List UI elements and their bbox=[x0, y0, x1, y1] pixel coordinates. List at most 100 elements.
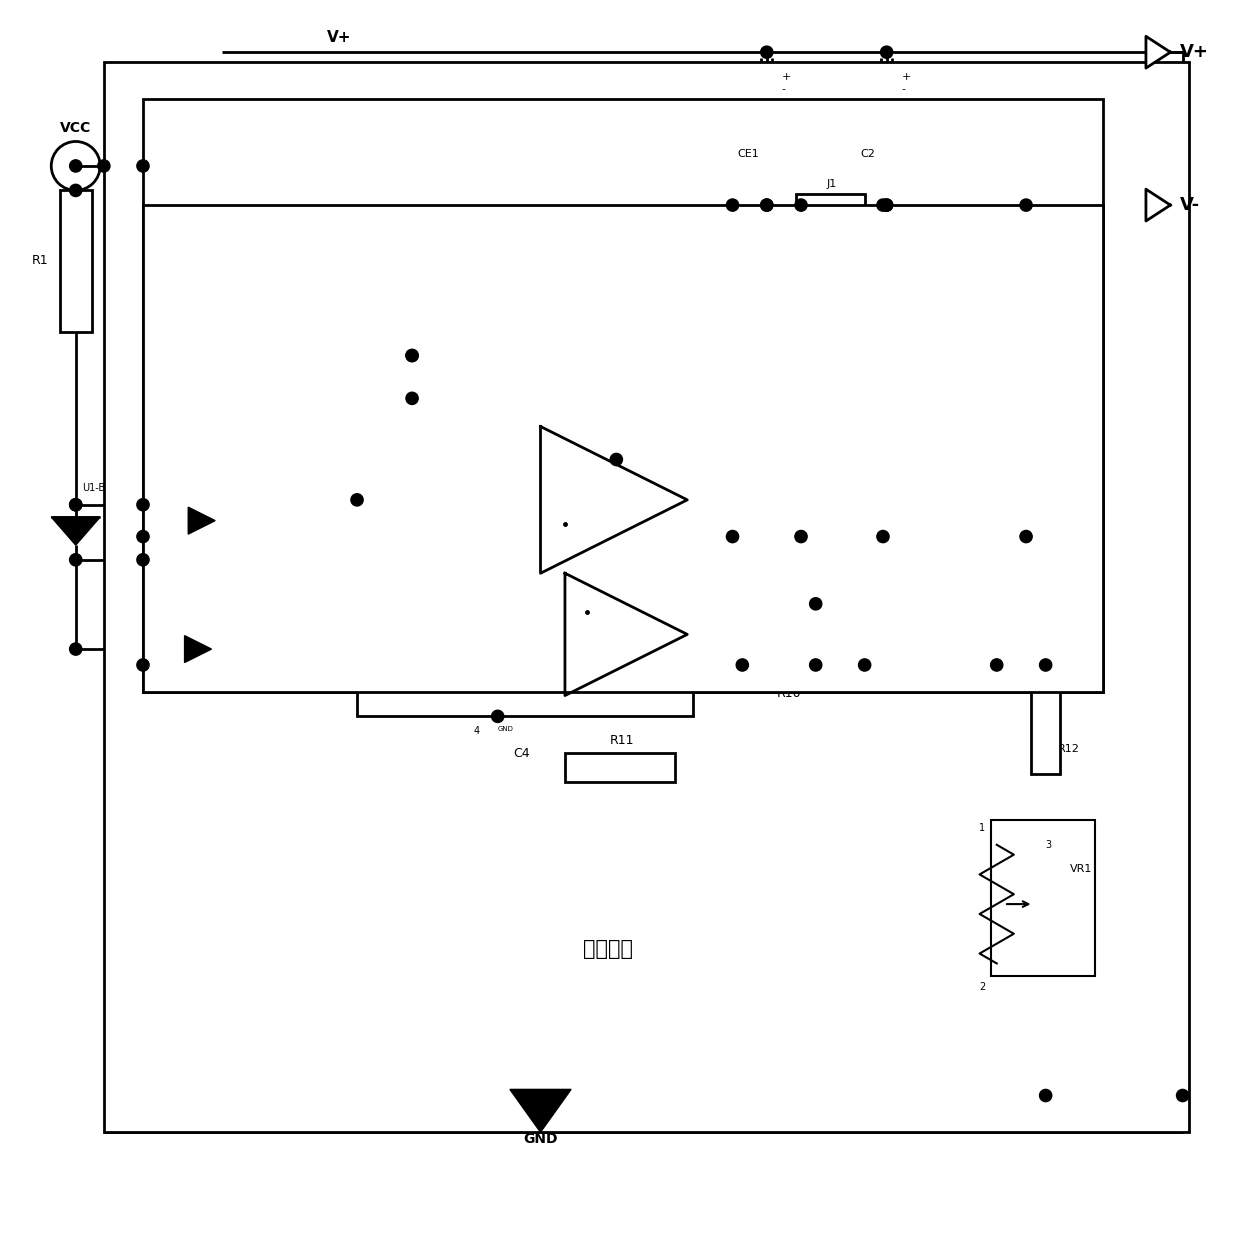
Circle shape bbox=[810, 597, 822, 610]
Text: 1: 1 bbox=[786, 281, 792, 291]
Text: R9: R9 bbox=[733, 575, 748, 585]
Bar bbox=[724, 652, 822, 678]
Text: R4: R4 bbox=[511, 320, 528, 334]
Text: -: - bbox=[569, 463, 573, 476]
Circle shape bbox=[405, 392, 418, 404]
Text: VCC: VCC bbox=[379, 377, 397, 386]
Text: C4: C4 bbox=[513, 747, 531, 760]
Circle shape bbox=[69, 499, 82, 511]
Circle shape bbox=[610, 454, 622, 465]
Circle shape bbox=[1021, 199, 1032, 212]
Circle shape bbox=[1039, 659, 1052, 672]
Text: R1: R1 bbox=[32, 255, 48, 267]
Text: +: + bbox=[781, 72, 791, 82]
Text: R5: R5 bbox=[641, 492, 657, 506]
Circle shape bbox=[69, 184, 82, 197]
Text: CE1: CE1 bbox=[738, 148, 759, 158]
Circle shape bbox=[351, 494, 363, 506]
Bar bbox=[703, 590, 776, 617]
Text: C5: C5 bbox=[826, 584, 841, 594]
Text: ψ: ψ bbox=[479, 371, 486, 381]
Text: R2: R2 bbox=[275, 486, 291, 499]
Circle shape bbox=[795, 531, 807, 543]
Text: IN1-: IN1- bbox=[667, 670, 681, 677]
Text: V+: V+ bbox=[326, 30, 351, 45]
Circle shape bbox=[136, 499, 149, 511]
Circle shape bbox=[737, 659, 749, 672]
Polygon shape bbox=[188, 507, 216, 534]
Text: -: - bbox=[781, 84, 785, 94]
Bar bbox=[296, 636, 370, 663]
Text: VR1: VR1 bbox=[1070, 865, 1092, 875]
Circle shape bbox=[877, 531, 889, 543]
Text: OUT1: OUT1 bbox=[379, 641, 398, 647]
Text: C2: C2 bbox=[861, 148, 875, 158]
Circle shape bbox=[795, 199, 807, 212]
Text: 1: 1 bbox=[978, 823, 985, 833]
Circle shape bbox=[760, 199, 773, 212]
Text: 6: 6 bbox=[697, 458, 703, 468]
Text: R12: R12 bbox=[1058, 745, 1080, 755]
Text: R7: R7 bbox=[892, 298, 906, 308]
Circle shape bbox=[880, 199, 893, 212]
Bar bbox=[991, 820, 1095, 976]
Text: +: + bbox=[901, 72, 910, 82]
Text: 5: 5 bbox=[697, 529, 703, 539]
Bar bbox=[143, 205, 1104, 691]
Text: +: + bbox=[584, 606, 595, 618]
Circle shape bbox=[69, 499, 82, 511]
Bar bbox=[155, 496, 265, 546]
Bar bbox=[608, 453, 637, 546]
Circle shape bbox=[858, 659, 870, 672]
Text: J1: J1 bbox=[827, 179, 837, 189]
Text: OUT2: OUT2 bbox=[379, 506, 398, 512]
Circle shape bbox=[136, 554, 149, 565]
Polygon shape bbox=[565, 573, 687, 695]
Text: 恒流控制: 恒流控制 bbox=[210, 266, 259, 286]
Circle shape bbox=[880, 46, 893, 58]
Bar bbox=[1012, 278, 1040, 351]
Circle shape bbox=[760, 199, 773, 212]
Circle shape bbox=[991, 659, 1003, 672]
Text: IN2+: IN2+ bbox=[663, 541, 681, 547]
Circle shape bbox=[880, 199, 893, 212]
Polygon shape bbox=[185, 636, 212, 663]
Text: 3: 3 bbox=[849, 298, 856, 308]
Text: R11: R11 bbox=[610, 734, 635, 747]
Circle shape bbox=[136, 160, 149, 172]
Bar bbox=[465, 340, 575, 371]
Bar bbox=[104, 62, 1189, 1132]
Text: 恒压控制: 恒压控制 bbox=[583, 939, 632, 959]
Bar bbox=[155, 625, 253, 673]
Text: 3: 3 bbox=[697, 599, 703, 609]
Text: GND: GND bbox=[497, 726, 513, 732]
Circle shape bbox=[1177, 1090, 1189, 1102]
Text: 4: 4 bbox=[474, 726, 480, 736]
Text: 2: 2 bbox=[786, 442, 792, 452]
Circle shape bbox=[69, 160, 82, 172]
Bar bbox=[1030, 664, 1060, 774]
Text: C3: C3 bbox=[382, 355, 398, 369]
Text: IN1+: IN1+ bbox=[663, 610, 681, 615]
Polygon shape bbox=[1146, 189, 1171, 221]
Circle shape bbox=[136, 659, 149, 672]
Bar bbox=[796, 194, 864, 216]
Bar bbox=[718, 280, 748, 353]
Bar bbox=[143, 99, 1104, 691]
Circle shape bbox=[405, 349, 418, 361]
Bar bbox=[60, 189, 92, 332]
Text: GND: GND bbox=[523, 1132, 558, 1147]
Bar bbox=[795, 278, 905, 435]
Polygon shape bbox=[510, 1090, 572, 1132]
Text: 3: 3 bbox=[1045, 840, 1052, 850]
Circle shape bbox=[877, 199, 889, 212]
Circle shape bbox=[491, 710, 503, 722]
Text: V+: V+ bbox=[1180, 43, 1209, 61]
Circle shape bbox=[405, 349, 418, 361]
Polygon shape bbox=[1146, 36, 1171, 68]
Text: 2: 2 bbox=[978, 982, 985, 992]
Circle shape bbox=[69, 554, 82, 565]
Circle shape bbox=[1039, 1090, 1052, 1102]
Bar bbox=[565, 753, 675, 782]
Bar bbox=[868, 278, 898, 351]
